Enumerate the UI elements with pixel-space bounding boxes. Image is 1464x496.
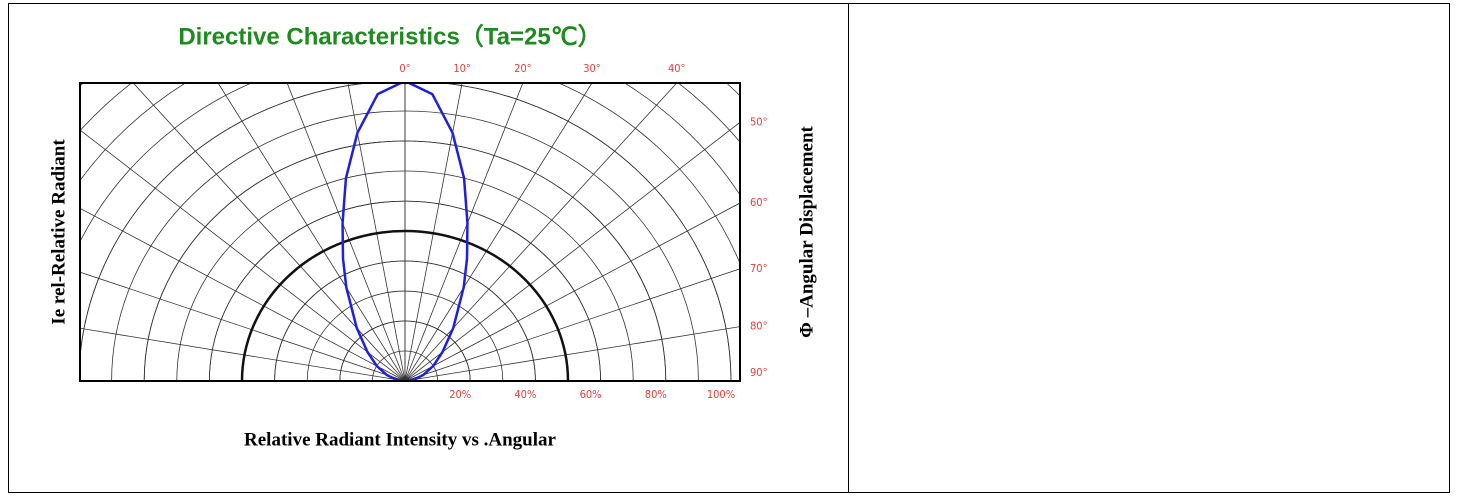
angle-tick-label: 60° [750, 196, 768, 209]
radial-grid-line [404, 83, 593, 381]
radius-grid-circle [143, 140, 667, 381]
angle-tick-label: 40° [668, 62, 686, 75]
radius-grid-circle [339, 320, 471, 381]
radial-grid-line [217, 83, 406, 381]
y-axis-label: Ie rel-Relative Radiant [48, 139, 69, 325]
radial-grid-line [404, 83, 463, 381]
table-border [8, 3, 1450, 493]
angle-tick-label: 30° [583, 62, 601, 75]
radius-tick-label: 80% [645, 388, 667, 401]
angle-tick-label: 80° [750, 320, 768, 333]
plot-frame [79, 82, 741, 382]
angle-tick-label: 90° [750, 366, 768, 379]
reference-circle [240, 229, 570, 381]
angle-tick-label: 20° [514, 62, 532, 75]
radius-grid-circle [274, 260, 536, 381]
radial-grid-line [347, 83, 406, 381]
radius-tick-label: 60% [580, 388, 602, 401]
radius-tick-label: 20% [449, 388, 471, 401]
angle-tick-label: 0° [399, 62, 410, 75]
pattern-curve [341, 83, 406, 381]
grid-circle [80, 83, 740, 143]
radius-grid-circle [80, 83, 732, 381]
radius-grid-circle [209, 200, 601, 381]
pattern-curve [404, 83, 469, 381]
angle-tick-label: 50° [750, 115, 768, 128]
angle-tick-label: 10° [453, 62, 471, 75]
chart-title: Directive Characteristics（Ta=25℃） [178, 23, 601, 50]
radius-tick-label: 100% [707, 388, 735, 401]
x-axis-label: Relative Radiant Intensity vs .Angular [244, 429, 556, 450]
grid-circle [80, 83, 740, 97]
angle-tick-label: 70° [750, 262, 768, 275]
radius-tick-label: 40% [514, 388, 536, 401]
y2-axis-label: Φ –Angular Displacement [796, 125, 817, 337]
grid-circle [80, 83, 740, 265]
plot-area [80, 83, 740, 381]
